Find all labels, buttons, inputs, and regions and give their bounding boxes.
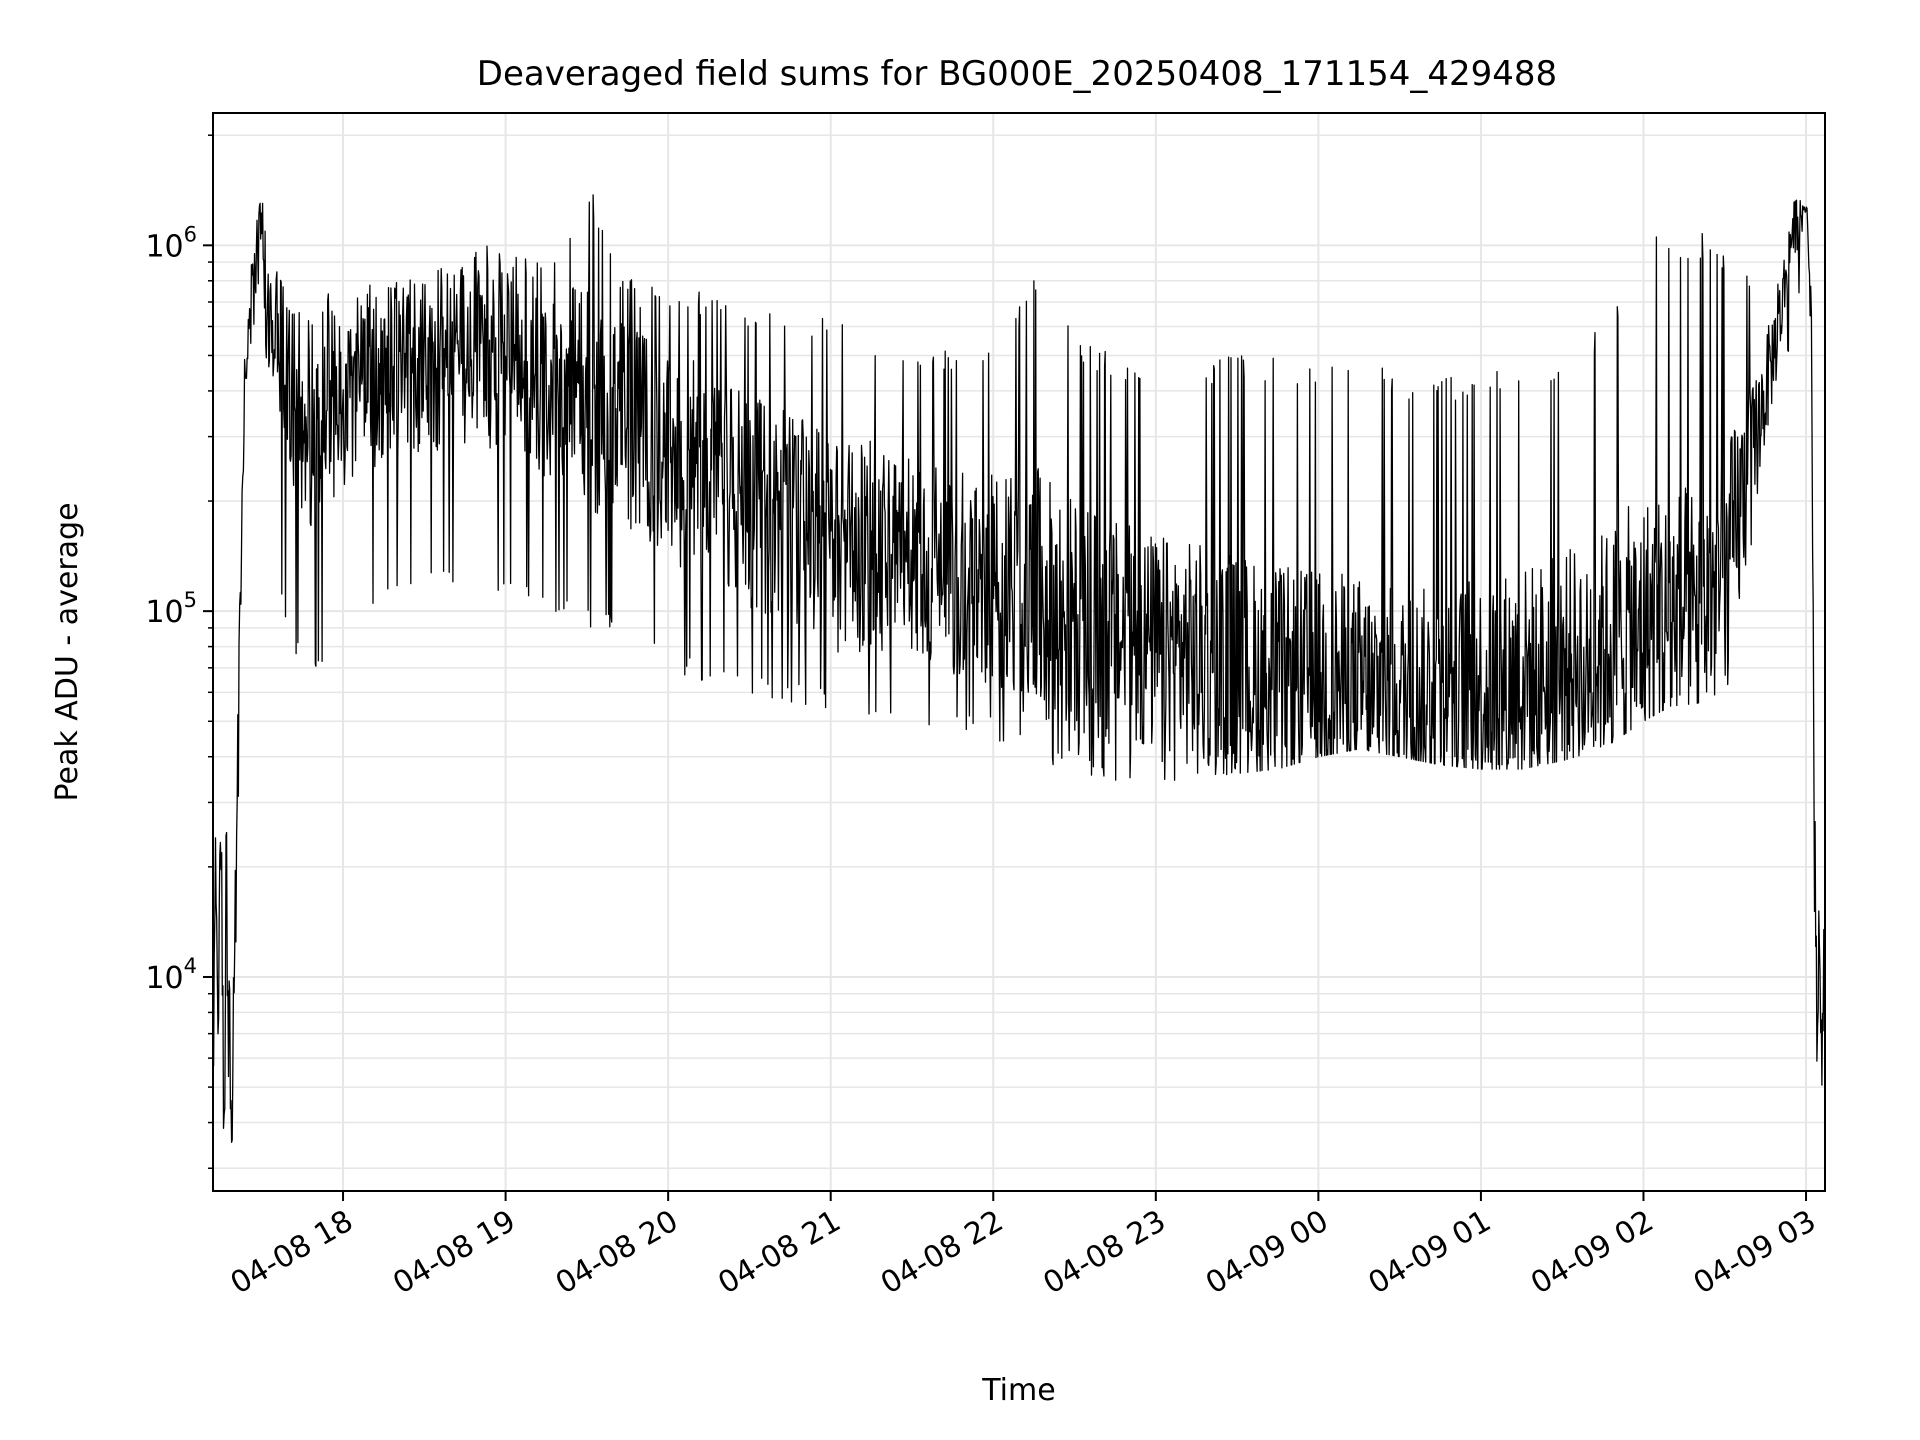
y-tick-label: 106 xyxy=(145,222,197,264)
data-series xyxy=(212,194,1826,1143)
y-tick-label: 105 xyxy=(145,588,197,630)
series-line-0 xyxy=(212,194,1826,1143)
plot-frame xyxy=(212,112,1826,1192)
y-axis-label: Peak ADU - average xyxy=(50,502,85,801)
chart-title: Deaveraged field sums for BG000E_2025040… xyxy=(477,54,1557,94)
x-axis-label: Time xyxy=(981,1373,1055,1408)
y-tick-label: 104 xyxy=(145,954,197,996)
